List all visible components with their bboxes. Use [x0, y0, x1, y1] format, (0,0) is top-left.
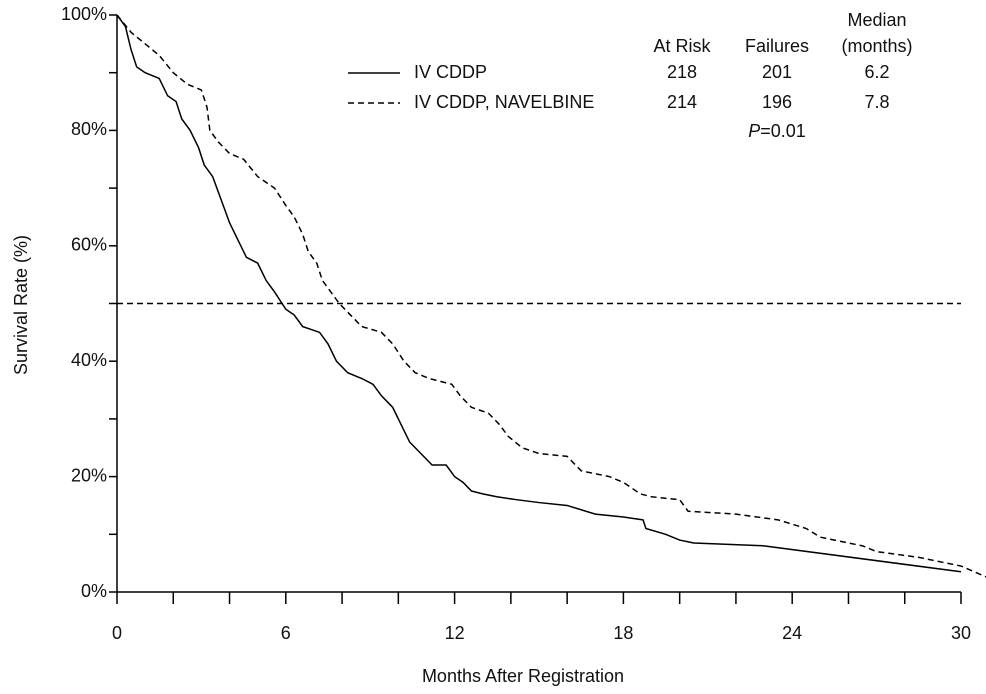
- failures: 201: [762, 62, 792, 82]
- y-tick-label: 20%: [71, 465, 107, 485]
- x-tick-label: 6: [281, 623, 291, 643]
- legend-column-header: Failures: [745, 36, 809, 56]
- x-tick-label: 30: [951, 623, 971, 643]
- y-tick-label: 40%: [71, 350, 107, 370]
- x-tick-label: 0: [112, 623, 122, 643]
- median: 6.2: [864, 62, 889, 82]
- y-tick-label: 0%: [81, 581, 107, 601]
- legend-label: IV CDDP, NAVELBINE: [414, 92, 594, 112]
- x-tick-label: 24: [782, 623, 802, 643]
- x-axis-label: Months After Registration: [422, 666, 624, 686]
- y-axis-label: Survival Rate (%): [11, 235, 31, 375]
- y-tick-label: 100%: [61, 4, 107, 24]
- x-tick-label: 12: [445, 623, 465, 643]
- legend-column-header: (months): [841, 36, 912, 56]
- x-tick-label: 18: [613, 623, 633, 643]
- failures: 196: [762, 92, 792, 112]
- y-tick-label: 60%: [71, 235, 107, 255]
- at-risk: 218: [667, 62, 697, 82]
- legend-column-header: Median: [847, 10, 906, 30]
- survival-curve: [116, 14, 962, 573]
- p-value: P=0.01: [748, 121, 806, 141]
- y-tick-label: 80%: [71, 119, 107, 139]
- median: 7.8: [864, 92, 889, 112]
- at-risk: 214: [667, 92, 697, 112]
- legend-label: IV CDDP: [414, 62, 487, 82]
- survival-curve: [116, 14, 986, 578]
- legend-column-header: At Risk: [653, 36, 711, 56]
